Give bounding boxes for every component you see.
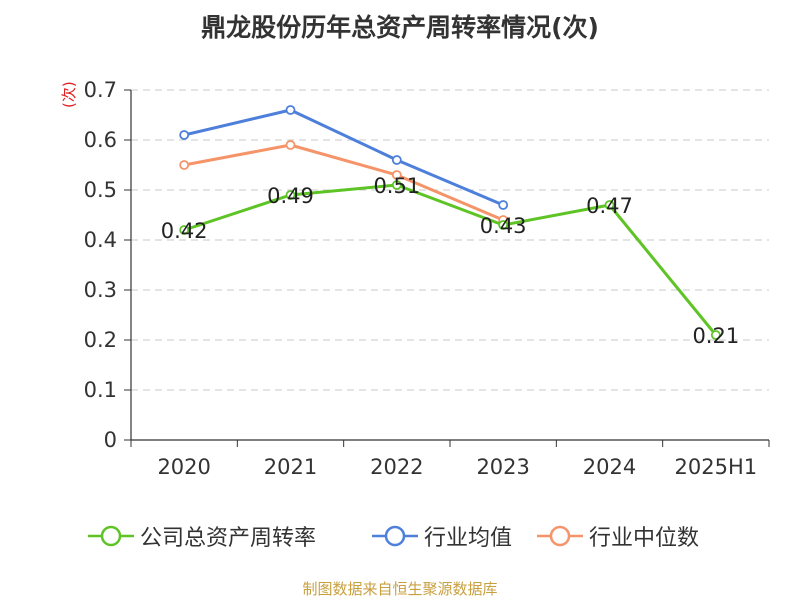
data-point [285,190,296,200]
chart-title: 鼎龙股份历年总资产周转率情况(次) [201,13,599,42]
data-label: 0.43 [480,214,527,238]
data-label: 0.21 [692,324,739,348]
series-line [183,108,504,207]
chart-legend: 公司总资产周转率 行业均值 行业中位数 [0,518,800,558]
legend-label-industry-median: 行业中位数 [589,526,700,551]
legend-item-industry-mean[interactable]: 行业均值 [372,518,512,554]
x-tick-label: 2025H1 [675,455,758,479]
y-tick-label: 0.6 [84,128,117,152]
legend-item-industry-median[interactable]: 行业中位数 [537,518,699,554]
data-label: 0.51 [373,174,420,198]
legend-marker-company [88,525,134,547]
legend-label-company: 公司总资产周转率 [140,526,317,551]
legend-label-industry-mean: 行业均值 [424,526,513,551]
data-point [498,200,509,210]
data-label: 0.42 [161,219,208,243]
y-tick-label: 0.3 [84,278,117,302]
line-chart: 0 0.1 0.2 0.3 0.4 0.5 0.6 0.7 2020 2021 2022 2023 20… [84,78,770,479]
y-tick-label: 0.1 [84,378,117,402]
data-point [285,140,296,150]
x-tick-label: 2023 [476,455,529,479]
series-line [183,183,717,336]
data-point [391,170,402,180]
data-point [391,180,402,190]
data-point [604,200,615,210]
data-label: 0.49 [267,184,314,208]
data-point [391,155,402,165]
data-point [498,220,509,230]
data-point [179,225,190,235]
legend-marker-industry-median [537,525,583,547]
y-tick-label: 0.5 [84,178,117,202]
x-tick-label: 2020 [157,455,210,479]
x-tick-label: 2022 [370,455,423,479]
data-point [179,160,190,170]
data-point [285,105,296,115]
x-tick-label: 2024 [583,455,636,479]
y-tick-label: 0 [104,428,117,452]
y-tick-label: 0.4 [84,228,117,252]
legend-item-company[interactable]: 公司总资产周转率 [88,518,316,554]
data-point [710,330,721,340]
data-label: 0.47 [586,194,633,218]
legend-marker-industry-mean [372,525,418,547]
series-line [183,143,504,222]
data-source-note: 制图数据来自恒生聚源数据库 [302,580,498,598]
y-tick-label: 0.7 [84,78,117,102]
y-tick-label: 0.2 [84,328,117,352]
x-tick-label: 2021 [264,455,317,479]
data-point [179,130,190,140]
